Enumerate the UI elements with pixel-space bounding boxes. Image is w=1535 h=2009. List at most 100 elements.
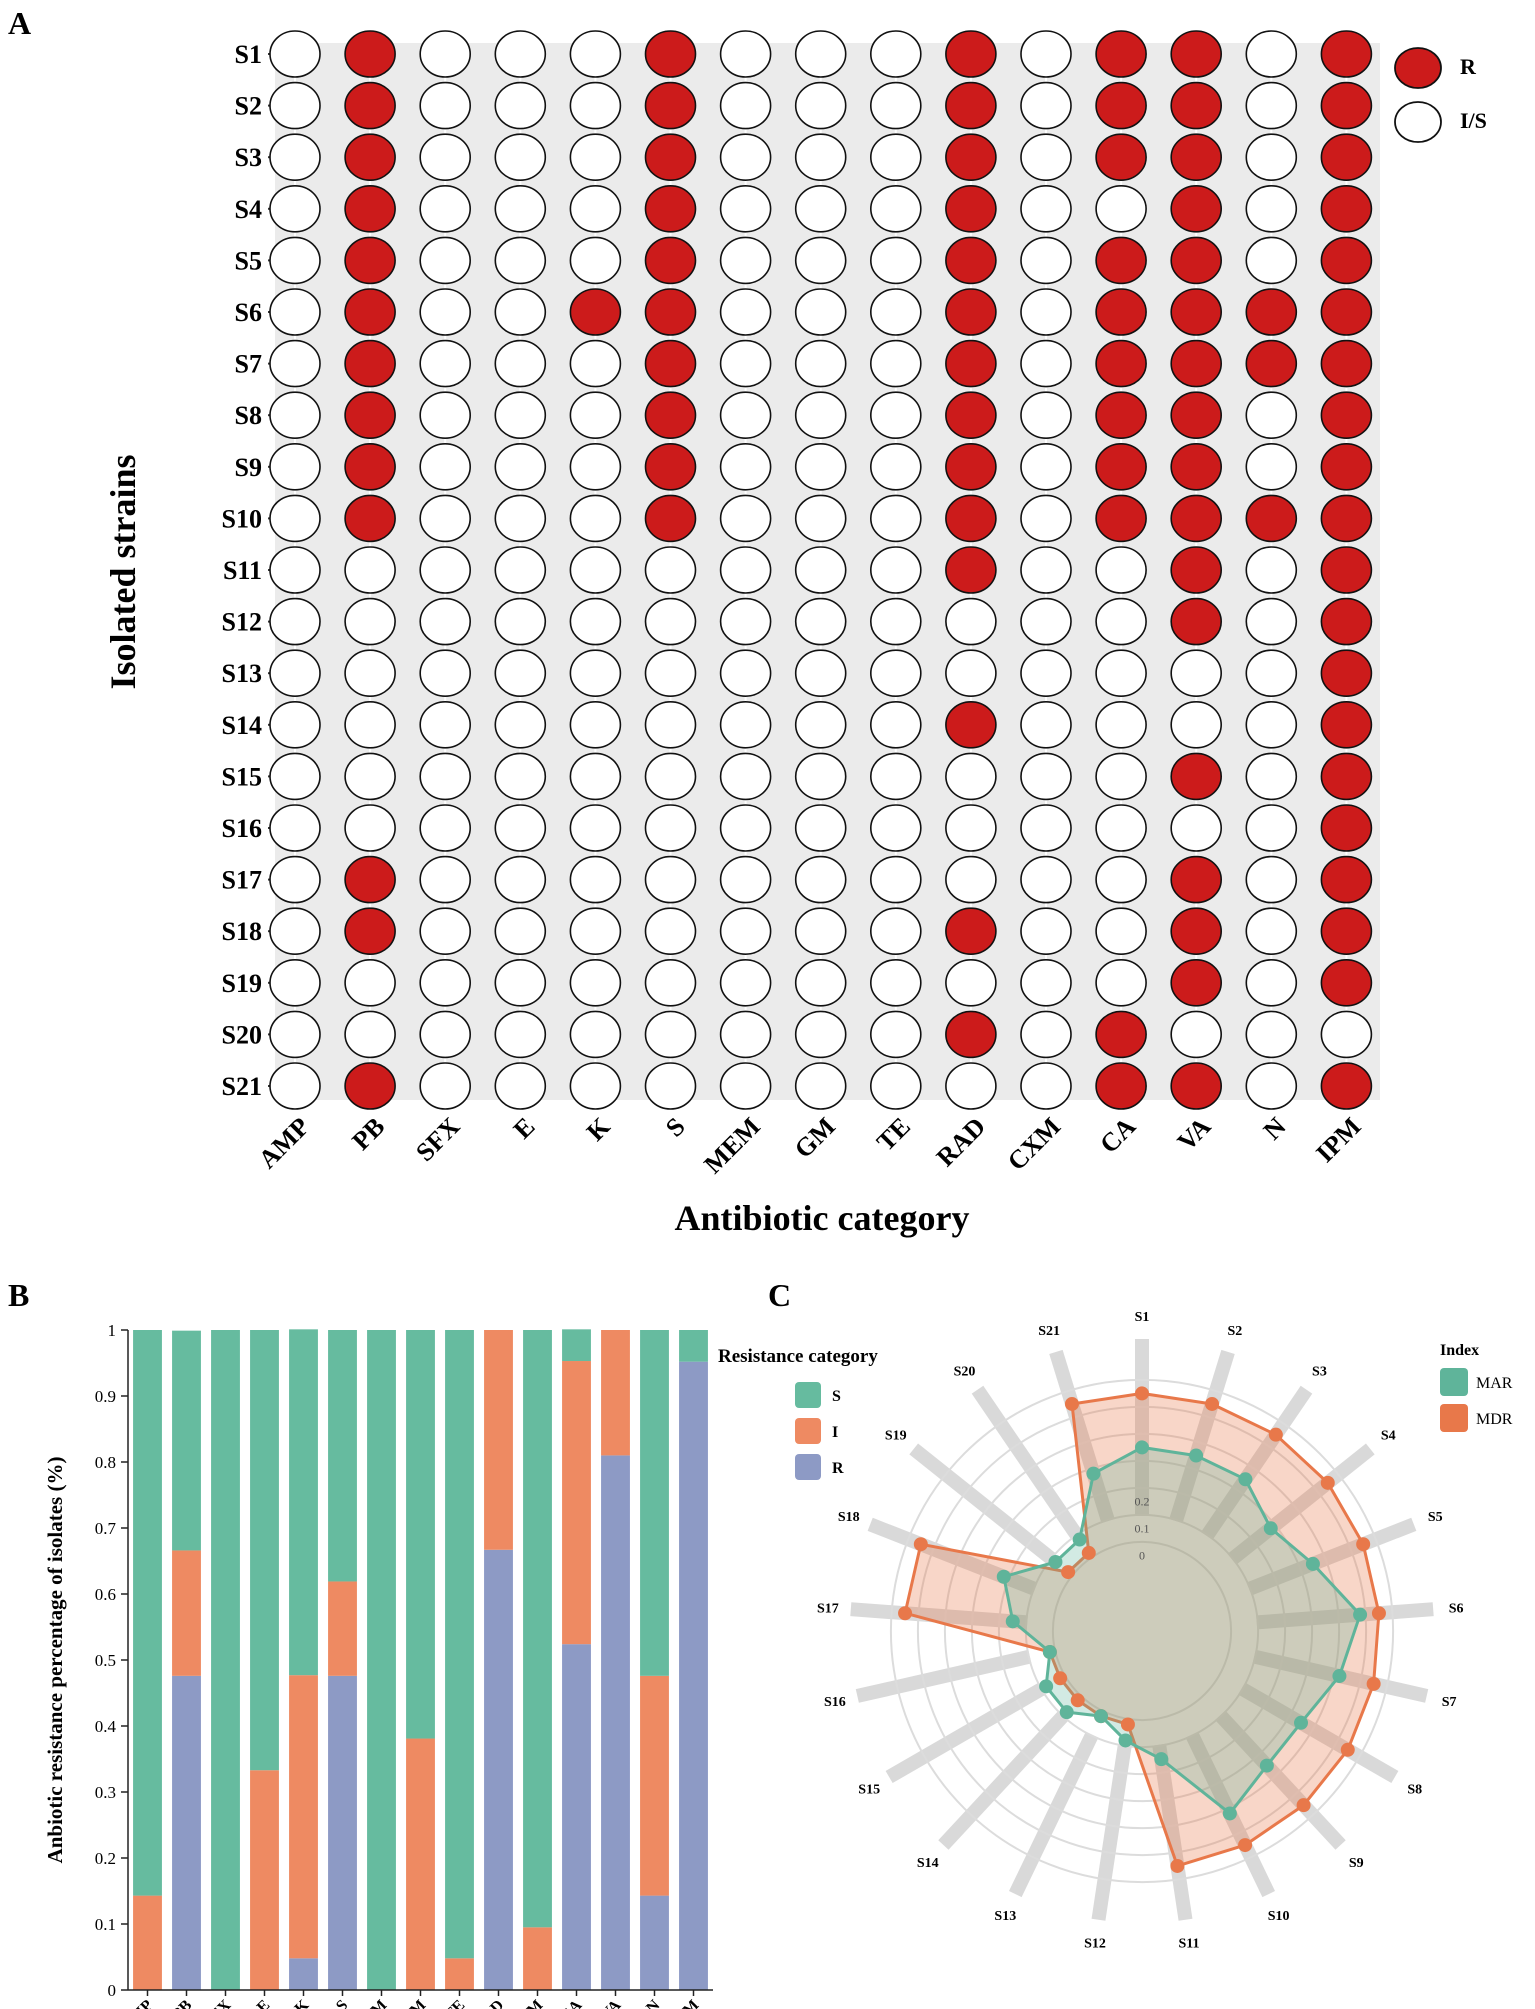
dot-sensitive <box>869 30 922 78</box>
matrix-ytick-label: S12 <box>222 608 262 637</box>
matrix-ytick-label: S4 <box>235 195 262 224</box>
dot-sensitive <box>419 907 472 956</box>
dot-sensitive <box>569 30 622 78</box>
bar-legend-swatch-S <box>795 1382 821 1408</box>
dot-sensitive <box>719 907 772 956</box>
matrix-ytick-label: S9 <box>235 453 262 482</box>
dot-sensitive <box>719 30 772 78</box>
dot-sensitive <box>269 1010 321 1059</box>
dot-sensitive <box>869 494 922 543</box>
radar-axis-label: S3 <box>1312 1365 1327 1380</box>
dot-sensitive <box>269 81 321 130</box>
matrix-ytick-label: S21 <box>222 1072 262 1101</box>
dot-resistant <box>644 30 697 78</box>
radar-spoke <box>855 1649 1032 1703</box>
dot-sensitive <box>344 700 396 749</box>
dot-sensitive <box>494 391 547 440</box>
dot-resistant <box>344 81 396 130</box>
dot-sensitive <box>1245 30 1298 78</box>
bar-segment-I <box>562 1361 591 1645</box>
dot-resistant <box>1095 494 1147 543</box>
radar-ring <box>916 1405 1368 1857</box>
radar-axis-label: S15 <box>858 1783 880 1798</box>
dot-sensitive <box>644 752 697 801</box>
bar-ytick-label: 1 <box>108 1321 117 1340</box>
dot-resistant <box>1170 133 1222 181</box>
dot-sensitive <box>494 185 547 233</box>
dot-resistant <box>945 81 997 130</box>
dot-sensitive <box>945 649 997 698</box>
bar-segment-R <box>289 1958 318 1990</box>
dot-sensitive <box>945 804 997 852</box>
bar-segment-I <box>328 1581 357 1676</box>
dot-sensitive <box>269 442 321 491</box>
dot-sensitive <box>719 597 772 646</box>
dot-sensitive <box>945 1062 997 1110</box>
dot-sensitive <box>869 804 922 852</box>
dot-sensitive <box>494 1062 547 1110</box>
radar-point-MAR <box>1259 1758 1274 1773</box>
dot-resistant <box>644 236 697 285</box>
dot-sensitive <box>1095 597 1147 646</box>
radar-spoke <box>1049 1349 1115 1524</box>
bar-xtick-label: RAD <box>471 1997 508 2009</box>
radar-point-MDR <box>1070 1693 1085 1708</box>
dot-sensitive <box>794 339 847 388</box>
bar-segment-I <box>172 1550 201 1676</box>
bar-legend-swatch-R <box>795 1454 821 1480</box>
matrix-ytick-label: S6 <box>235 298 262 327</box>
dot-sensitive <box>569 185 622 233</box>
dot-sensitive <box>719 391 772 440</box>
dot-sensitive <box>869 546 922 594</box>
dot-sensitive <box>869 81 922 130</box>
bar-segment-S <box>562 1329 591 1362</box>
dot-sensitive <box>1020 700 1072 749</box>
radar-axis-label: S10 <box>1268 1909 1290 1924</box>
dot-sensitive <box>794 185 847 233</box>
matrix-ytick-label: S19 <box>222 969 262 998</box>
dot-sensitive <box>1095 855 1147 904</box>
panel-a-dot-matrix: S1 S2 S3 S4 S5 S6 S7 S8 S9 S10 S11 S12 S13 S14 S15 S16 S… <box>103 30 1487 1238</box>
bar-ytick-label: 0.3 <box>95 1783 116 1802</box>
dot-sensitive <box>794 546 847 594</box>
radar-point-MAR <box>1263 1521 1278 1536</box>
dot-sensitive <box>269 649 321 698</box>
dot-sensitive <box>494 597 547 646</box>
dot-sensitive <box>269 546 321 594</box>
radar-spoke <box>1246 1517 1417 1596</box>
radar-axis-label: S12 <box>1084 1936 1106 1951</box>
bar-segment-S <box>133 1330 162 1896</box>
dot-sensitive <box>569 339 622 388</box>
dot-sensitive <box>1020 81 1072 130</box>
dot-resistant <box>1095 288 1147 336</box>
dot-sensitive <box>569 236 622 285</box>
matrix-ytick-label: S3 <box>235 143 262 172</box>
matrix-xtick-label: CA <box>1094 1112 1141 1159</box>
dot-resistant <box>344 391 396 440</box>
bar-xtick-label: VA <box>597 1996 624 2009</box>
dot-resistant <box>1170 855 1222 904</box>
dot-sensitive <box>945 597 997 646</box>
dot-sensitive <box>569 855 622 904</box>
radar-spoke <box>1169 1349 1235 1524</box>
bar-ytick-label: 0.9 <box>95 1387 116 1406</box>
bar-segment-I <box>289 1675 318 1959</box>
radar-point-MDR <box>1170 1858 1185 1873</box>
bar-xtick-label: IPM <box>668 1997 702 2009</box>
dot-sensitive <box>644 1010 697 1059</box>
dot-sensitive <box>1245 185 1298 233</box>
dot-sensitive <box>1245 855 1298 904</box>
dot-sensitive <box>719 81 772 130</box>
dot-resistant <box>344 339 396 388</box>
dot-sensitive <box>1020 236 1072 285</box>
dot-sensitive <box>1245 1062 1298 1110</box>
legend-other-label: I/S <box>1460 108 1487 133</box>
matrix-xtick-label: PB <box>346 1112 390 1156</box>
dot-sensitive <box>269 700 321 749</box>
dot-sensitive <box>269 494 321 543</box>
radar-spoke <box>1256 1602 1434 1630</box>
bar-segment-S <box>172 1330 201 1551</box>
dot-sensitive <box>794 288 847 336</box>
dot-sensitive <box>569 391 622 440</box>
dot-sensitive <box>569 907 622 956</box>
